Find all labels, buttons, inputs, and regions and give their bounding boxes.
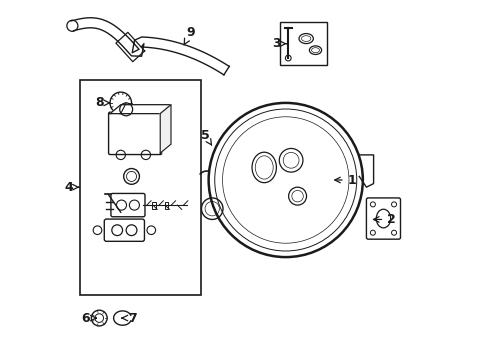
Text: 6: 6 — [81, 311, 96, 325]
Bar — [164, 202, 168, 209]
Text: 5: 5 — [200, 129, 211, 145]
Text: 1: 1 — [334, 174, 356, 186]
Polygon shape — [160, 105, 171, 153]
Text: 2: 2 — [373, 213, 395, 226]
Text: 8: 8 — [95, 96, 109, 109]
Text: 9: 9 — [183, 27, 195, 45]
Bar — [80, 80, 201, 295]
Polygon shape — [110, 105, 171, 114]
Text: 7: 7 — [122, 311, 137, 325]
Text: 3: 3 — [272, 37, 286, 50]
Bar — [152, 202, 155, 209]
Bar — [280, 22, 326, 65]
Text: 4: 4 — [64, 181, 79, 194]
